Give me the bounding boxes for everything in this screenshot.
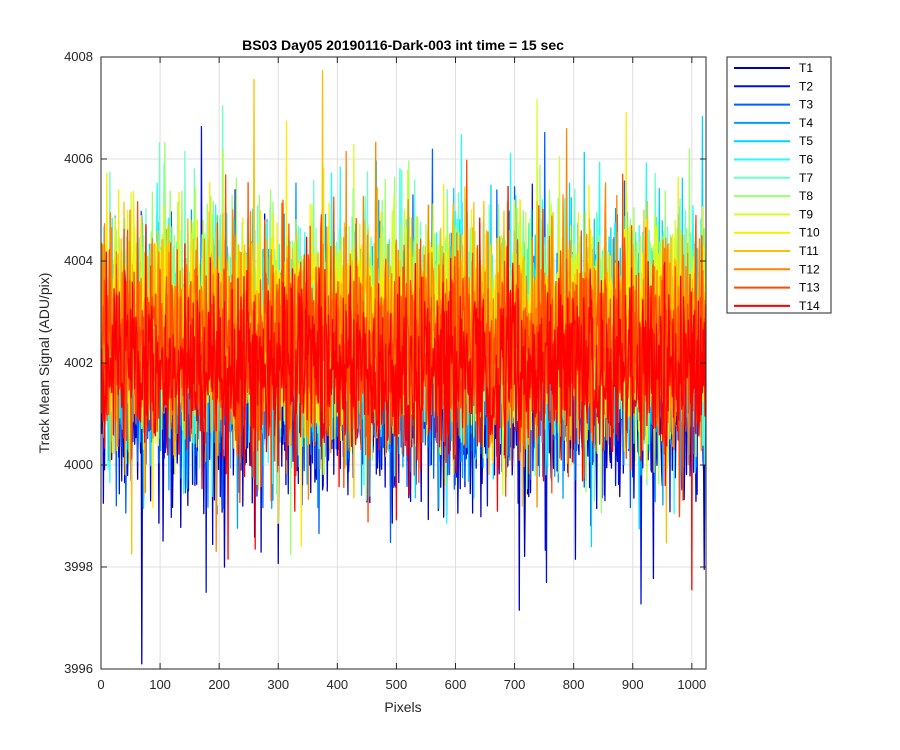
legend-label-t14: T14 xyxy=(799,299,820,313)
legend-label-t12: T12 xyxy=(799,262,820,276)
legend-label-t8: T8 xyxy=(799,189,813,203)
y-tick-label: 4004 xyxy=(64,253,93,268)
x-tick-label: 600 xyxy=(445,677,467,692)
legend-label-t3: T3 xyxy=(799,98,813,112)
series-line-t14 xyxy=(101,185,706,591)
legend-label-t13: T13 xyxy=(799,281,820,295)
y-tick-label: 4002 xyxy=(64,355,93,370)
series-line-t13 xyxy=(101,159,706,523)
legend-label-t10: T10 xyxy=(799,226,820,240)
series-lines xyxy=(101,69,706,665)
x-tick-label: 300 xyxy=(267,677,289,692)
chart-title: BS03 Day05 20190116-Dark-003 int time = … xyxy=(242,37,564,53)
y-axis-ticks: 3996 3998 4000 4002 4004 4006 4008 xyxy=(64,49,706,676)
y-axis-label: Track Mean Signal (ADU/pix) xyxy=(36,273,52,454)
x-tick-label: 800 xyxy=(563,677,585,692)
legend-label-t2: T2 xyxy=(799,79,813,93)
legend-box xyxy=(726,56,832,314)
legend: T1 T2 T3 T4 T5 T6 T7 T8 T9 T10 T11 T12 T13 T14 xyxy=(726,56,832,314)
legend-label-t11: T11 xyxy=(799,244,819,258)
x-tick-label: 1000 xyxy=(677,677,706,692)
legend-label-t4: T4 xyxy=(799,116,813,130)
x-axis-ticks: 0 100 200 300 400 500 600 700 800 900 1000 xyxy=(97,57,706,692)
x-tick-label: 0 xyxy=(97,677,104,692)
y-tick-label: 4008 xyxy=(64,49,93,64)
x-tick-label: 700 xyxy=(504,677,526,692)
y-tick-label: 3998 xyxy=(64,559,93,574)
legend-label-t1: T1 xyxy=(799,61,813,75)
y-tick-label: 3996 xyxy=(64,661,93,676)
x-tick-label: 400 xyxy=(326,677,348,692)
y-tick-label: 4006 xyxy=(64,151,93,166)
x-tick-label: 500 xyxy=(386,677,408,692)
x-tick-label: 100 xyxy=(149,677,171,692)
legend-label-t7: T7 xyxy=(799,171,813,185)
legend-label-t5: T5 xyxy=(799,134,813,148)
legend-label-t6: T6 xyxy=(799,153,813,167)
legend-label-t9: T9 xyxy=(799,207,813,221)
x-axis-label: Pixels xyxy=(384,699,421,715)
x-tick-label: 900 xyxy=(622,677,644,692)
y-tick-label: 4000 xyxy=(64,457,93,472)
x-tick-label: 200 xyxy=(208,677,230,692)
